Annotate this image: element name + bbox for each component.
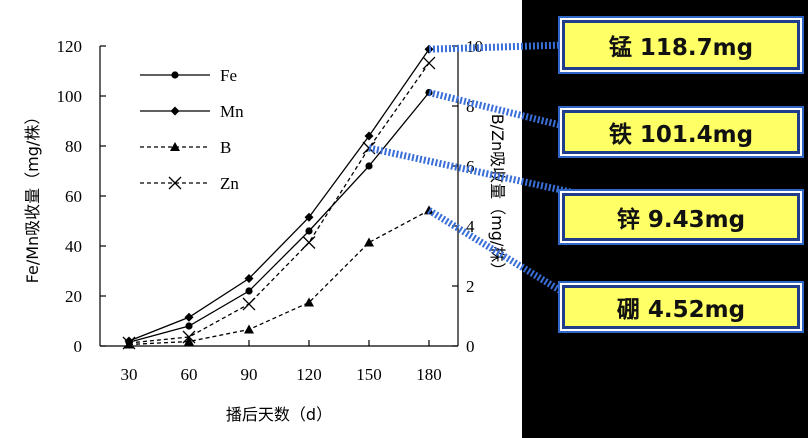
right-axis-title: B/Zn吸收量（mg/株） [488,114,507,279]
callout-mn-text: 锰 118.7mg [608,35,754,61]
legend-label-zn: Zn [220,174,239,193]
data-point-b [244,324,254,334]
data-point-zn [242,297,256,311]
chart-background [0,0,522,438]
legend-marker-fe [171,71,179,79]
callout-mn: 锰 118.7mg [562,20,800,70]
series-group [122,44,436,350]
data-point-zn [182,330,196,344]
data-point-mn [364,131,374,141]
left-axis-title: Fe/Mn吸收量（mg/株） [23,109,42,284]
left-tick-label: 40 [65,237,82,256]
legend-label-fe: Fe [220,66,237,85]
data-point-fe [365,162,373,170]
x-tick-label: 180 [416,365,442,384]
right-tick-label: 0 [466,337,475,356]
leader-line-mn [428,41,565,53]
legend-label-mn: Mn [220,102,244,121]
callout-b-text: 硼 4.52mg [616,297,746,323]
x-axis-title: 播后天数（d） [226,405,332,424]
leader-line-zn [368,144,599,202]
right-tick-label: 6 [466,157,475,176]
callout-b: 硼 4.52mg [562,285,800,329]
right-tick-label: 4 [466,217,475,236]
data-point-zn [422,56,436,70]
left-tick-label: 100 [57,87,83,106]
series-line-b [128,209,430,346]
left-tick-label: 20 [65,287,82,306]
x-tick-label: 150 [356,365,382,384]
data-point-b [184,336,194,346]
x-tick-label: 30 [121,365,138,384]
legend-marker-zn [168,176,182,190]
left-tick-label: 120 [57,37,83,56]
leader-line-b [427,207,568,297]
legend: Fe Mn B Zn [140,66,244,193]
data-point-b [424,205,434,215]
left-tick-label: 60 [65,187,82,206]
data-point-b [364,237,374,247]
callout-zn-text: 锌 9.43mg [616,207,746,233]
data-point-fe [305,227,313,235]
callout-fe: 铁 101.4mg [562,110,800,154]
leader-line-fe [428,89,565,130]
left-tick-label: 80 [65,137,82,156]
series-line-mn [128,48,430,342]
tick-group: 0204060801001200246810306090120150180 [57,37,484,384]
legend-marker-b [170,142,180,151]
data-point-zn [302,236,316,249]
series-line-zn [128,62,430,344]
series-line-fe [128,92,430,343]
callout-zn: 锌 9.43mg [562,193,800,241]
data-point-fe [245,287,253,295]
x-tick-label: 90 [241,365,258,384]
data-point-b [304,297,314,307]
data-point-mn [184,312,194,322]
callout-fe-text: 铁 101.4mg [608,122,754,148]
x-tick-label: 60 [181,365,198,384]
left-tick-label: 0 [74,337,83,356]
right-tick-label: 8 [466,97,475,116]
callout-leaders [368,41,599,297]
data-point-fe [185,322,193,330]
right-tick-label: 2 [466,277,475,296]
data-point-zn [122,336,136,350]
data-point-mn [244,274,254,283]
legend-label-b: B [220,138,231,157]
legend-marker-mn [170,106,180,116]
x-tick-label: 120 [296,365,322,384]
data-point-mn [304,212,314,222]
